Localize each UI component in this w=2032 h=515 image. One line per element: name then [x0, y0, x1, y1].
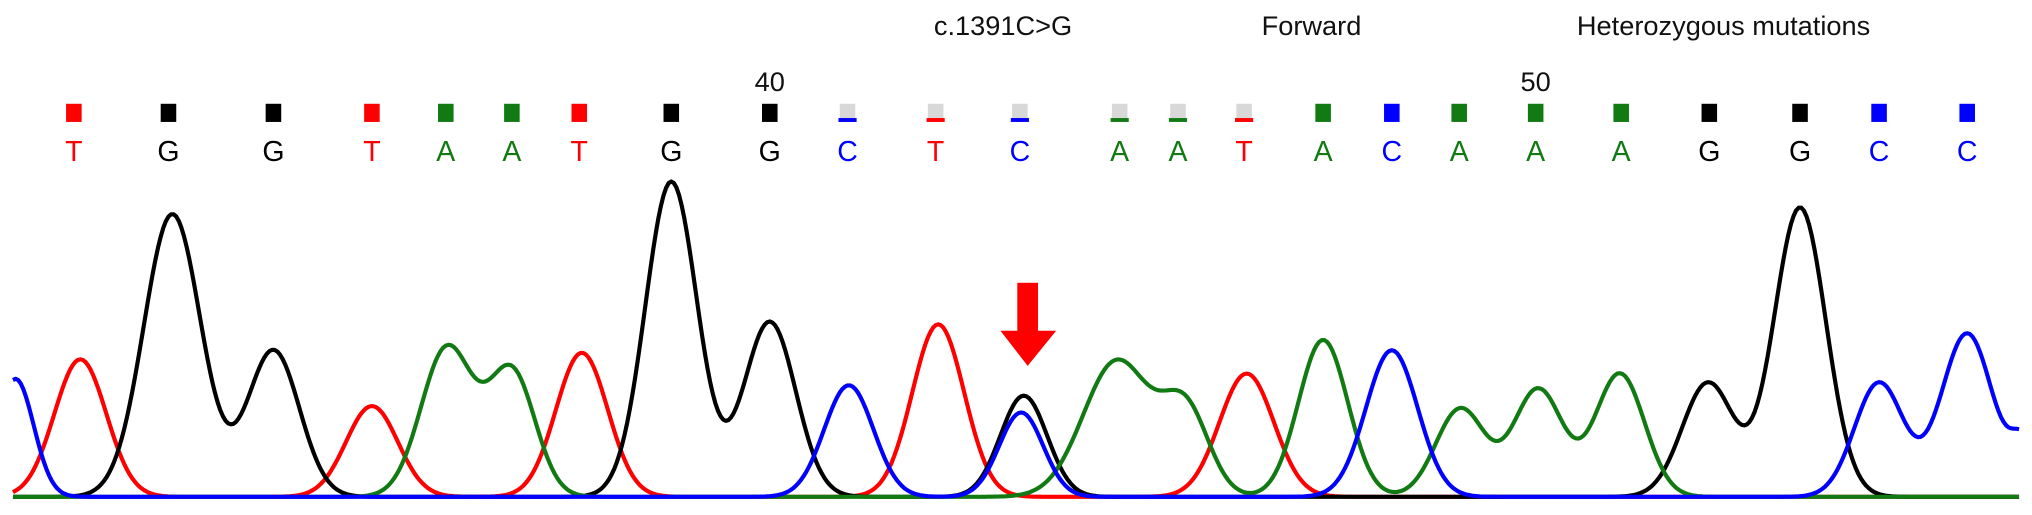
quality-underline: [926, 118, 945, 122]
quality-box: [663, 103, 680, 122]
base-call: A: [1110, 136, 1129, 168]
quality-box: [1315, 103, 1331, 122]
base-call: A: [502, 136, 521, 168]
base-call: T: [571, 136, 588, 168]
quality-box: [571, 103, 588, 122]
quality-box: [1871, 103, 1887, 122]
quality-box: [1527, 103, 1544, 122]
quality-underline: [838, 118, 857, 122]
base-call: A: [1450, 136, 1469, 168]
base-call: G: [759, 136, 781, 168]
base-call: T: [1235, 136, 1252, 168]
traces: [11, 179, 2020, 499]
quality-box: [1792, 103, 1808, 122]
quality-box: [504, 103, 520, 122]
base-call: A: [1314, 136, 1333, 168]
base-call: T: [65, 136, 82, 168]
trace: [12, 338, 2020, 499]
quality-underline: [1110, 118, 1129, 122]
zygosity-label: Heterozygous mutations: [1577, 10, 1870, 41]
mutation-label: c.1391C>G: [934, 10, 1072, 41]
base-call: G: [1698, 136, 1720, 168]
quality-box: [66, 103, 82, 122]
base-call: G: [262, 136, 284, 168]
quality-box: [1613, 103, 1629, 122]
direction-label: Forward: [1262, 10, 1362, 41]
quality-box: [364, 103, 380, 122]
quality-box: [1012, 103, 1028, 122]
quality-box: [1959, 103, 1975, 122]
quality-box: [1701, 103, 1718, 122]
quality-underline: [1168, 118, 1188, 122]
quality-box: [438, 103, 454, 122]
base-call: C: [1382, 136, 1403, 168]
position-label: 50: [1521, 66, 1551, 97]
quality-box: [1384, 103, 1400, 122]
base-call: A: [1526, 136, 1545, 168]
mutation-arrow: [1000, 282, 1057, 366]
base-call: A: [1612, 136, 1631, 168]
quality-box: [839, 103, 856, 122]
quality-box: [927, 103, 944, 122]
quality-box: [1111, 103, 1128, 122]
base-call: C: [1010, 136, 1031, 168]
quality-box: [762, 103, 778, 122]
trace: [12, 179, 2020, 499]
quality-underline: [1235, 118, 1254, 122]
base-call: C: [1869, 136, 1890, 168]
quality-box: [1451, 103, 1467, 122]
quality-box: [1170, 103, 1186, 122]
base-call: G: [660, 136, 682, 168]
base-call: G: [157, 136, 179, 168]
base-call: C: [1957, 136, 1978, 168]
quality-box: [265, 103, 282, 122]
quality-underline: [1010, 118, 1029, 122]
base-call: T: [927, 136, 944, 168]
trace: [12, 331, 2020, 499]
position-label: 40: [755, 66, 785, 97]
base-call: T: [363, 136, 380, 168]
quality-box: [1236, 103, 1252, 122]
base-call: A: [436, 136, 455, 168]
quality-box: [160, 103, 177, 122]
base-call: A: [1168, 136, 1187, 168]
base-call: G: [1789, 136, 1811, 168]
base-call: C: [837, 136, 858, 168]
